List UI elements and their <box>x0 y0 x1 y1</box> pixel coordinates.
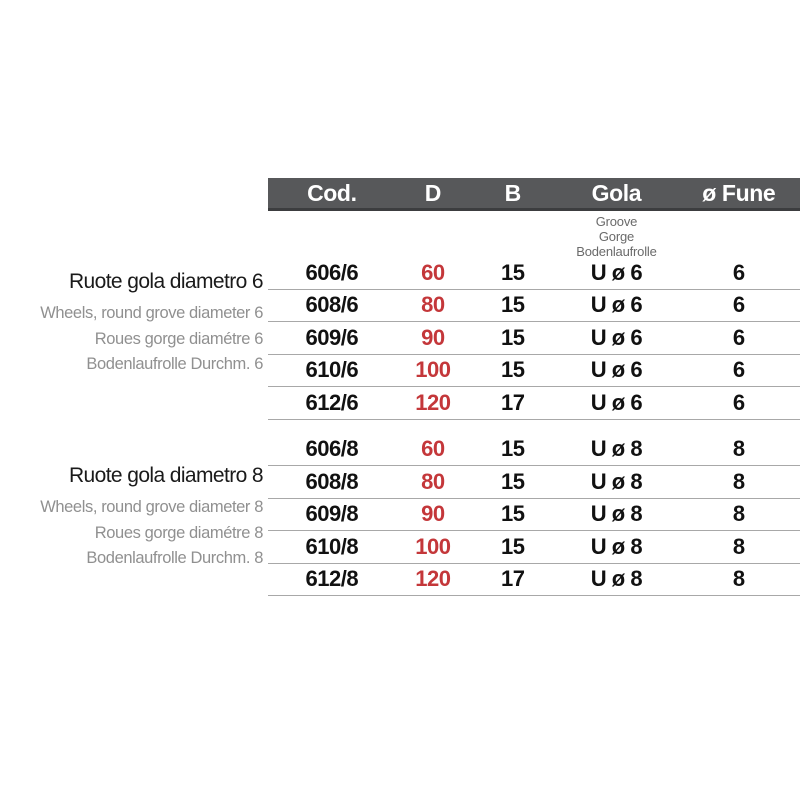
cell-b: 15 <box>500 533 525 559</box>
group-label-diametro-6: Ruote gola diametro 6 Wheels, round grov… <box>0 270 263 378</box>
cell-cod: 610/8 <box>305 533 359 559</box>
group-subtitle-de: Bodenlaufrolle Durchm. 8 <box>86 549 263 567</box>
group-subtitle-en: Wheels, round grove diameter 6 <box>40 304 263 322</box>
cell-b: 17 <box>500 566 525 592</box>
cell-gola: U ø 6 <box>590 357 643 383</box>
table-row: 612/8 120 17 U ø 8 8 <box>268 564 800 596</box>
cell-gola: U ø 8 <box>590 501 643 527</box>
cell-cod: 609/8 <box>305 501 359 527</box>
cell-gola: U ø 6 <box>590 259 643 285</box>
table-row: 608/8 80 15 U ø 8 8 <box>268 466 800 499</box>
cell-cod: 606/8 <box>305 436 359 462</box>
table-header: Cod. D B Gola ø Fune <box>268 178 800 211</box>
table-row: 606/8 60 15 U ø 8 8 <box>268 434 800 466</box>
cell-gola: U ø 6 <box>590 292 643 318</box>
cell-fune: 6 <box>732 259 745 285</box>
cell-fune: 8 <box>732 436 745 462</box>
cell-b: 15 <box>500 324 525 350</box>
cell-d: 60 <box>421 436 445 462</box>
gola-translations: Groove Gorge Bodenlaufrolle <box>268 211 800 259</box>
cell-cod: 610/6 <box>305 357 359 383</box>
cell-cod: 606/6 <box>305 259 359 285</box>
column-header-fune: ø Fune <box>702 179 776 206</box>
cell-fune: 6 <box>732 324 745 350</box>
cell-b: 15 <box>500 501 525 527</box>
cell-fune: 8 <box>732 533 745 559</box>
cell-d: 80 <box>421 468 445 494</box>
cell-gola: U ø 6 <box>590 324 643 350</box>
cell-gola: U ø 8 <box>590 533 643 559</box>
cell-gola: U ø 8 <box>590 566 643 592</box>
group-subtitle-fr: Roues gorge diamétre 8 <box>94 523 264 542</box>
column-header-gola: Gola <box>591 179 642 206</box>
cell-d: 90 <box>421 324 445 350</box>
group-title: Ruote gola diametro 6 <box>68 270 264 293</box>
cell-fune: 6 <box>732 292 745 318</box>
cell-d: 100 <box>415 533 451 559</box>
cell-fune: 8 <box>732 501 745 527</box>
group-title: Ruote gola diametro 8 <box>68 464 264 487</box>
gola-translation-en: Groove <box>595 214 638 229</box>
cell-b: 15 <box>500 259 525 285</box>
cell-fune: 6 <box>732 357 745 383</box>
cell-d: 90 <box>421 501 445 527</box>
cell-d: 80 <box>421 292 445 318</box>
group-subtitle-fr: Roues gorge diamétre 6 <box>94 329 264 348</box>
column-header-d: D <box>424 179 442 206</box>
cell-d: 100 <box>415 357 451 383</box>
cell-d: 120 <box>415 389 451 415</box>
group-separator <box>268 420 800 434</box>
cell-cod: 608/8 <box>305 468 359 494</box>
group-subtitle-de: Bodenlaufrolle Durchm. 6 <box>86 355 263 373</box>
table-row: 610/6 100 15 U ø 6 6 <box>268 355 800 387</box>
cell-b: 15 <box>500 468 525 494</box>
table-row: 609/6 90 15 U ø 6 6 <box>268 322 800 355</box>
gola-translation-de: Bodenlaufrolle <box>576 244 657 259</box>
cell-gola: U ø 6 <box>590 389 643 415</box>
cell-cod: 612/8 <box>305 566 359 592</box>
table-row: 606/6 60 15 U ø 6 6 <box>268 257 800 290</box>
table-row: 612/6 120 17 U ø 6 6 <box>268 387 800 420</box>
cell-fune: 8 <box>732 468 745 494</box>
cell-b: 15 <box>500 292 525 318</box>
cell-fune: 6 <box>732 389 745 415</box>
column-header-b: B <box>504 179 522 206</box>
cell-cod: 608/6 <box>305 292 359 318</box>
cell-b: 15 <box>500 436 525 462</box>
cell-b: 15 <box>500 357 525 383</box>
table-row: 608/6 80 15 U ø 6 6 <box>268 290 800 322</box>
cell-cod: 612/6 <box>305 389 359 415</box>
cell-b: 17 <box>500 389 525 415</box>
column-header-cod: Cod. <box>307 179 357 206</box>
group-subtitle-en: Wheels, round grove diameter 8 <box>40 498 263 516</box>
table-row: 610/8 100 15 U ø 8 8 <box>268 531 800 564</box>
cell-gola: U ø 8 <box>590 436 643 462</box>
cell-d: 60 <box>421 259 445 285</box>
group-label-diametro-8: Ruote gola diametro 8 Wheels, round grov… <box>0 464 263 572</box>
spec-table: Cod. D B Gola ø Fune Groove Gorge Bodenl… <box>268 178 800 596</box>
table-row: 609/8 90 15 U ø 8 8 <box>268 499 800 531</box>
gola-translation-fr: Gorge <box>598 229 635 244</box>
cell-gola: U ø 8 <box>590 468 643 494</box>
cell-cod: 609/6 <box>305 324 359 350</box>
cell-d: 120 <box>415 566 451 592</box>
gola-translation-block: Groove Gorge Bodenlaufrolle <box>555 214 677 259</box>
cell-fune: 8 <box>732 566 745 592</box>
